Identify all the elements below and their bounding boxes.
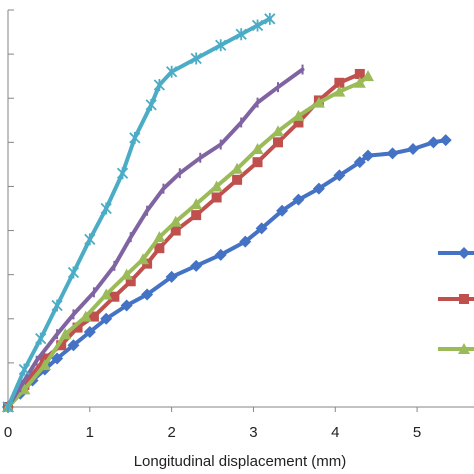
x-axis-title: Longitudinal displacement (mm): [134, 453, 347, 470]
series-0-point-6: [83, 326, 96, 339]
series-2-point-9: [169, 215, 182, 227]
series-2-point-4: [79, 310, 92, 322]
series-4-point-8: [129, 131, 141, 144]
series-4-point-9: [145, 98, 157, 111]
series-2-point-3: [59, 328, 72, 340]
series-1-point-18: [334, 77, 345, 88]
series-0-point-22: [407, 142, 419, 155]
series-0-point-23: [427, 136, 440, 149]
series-1-point-6: [109, 291, 120, 302]
series-0-point-15: [276, 204, 289, 217]
series-4-point-12: [190, 52, 202, 65]
series-0-point-14: [255, 222, 268, 235]
series-1-point-16: [293, 117, 304, 128]
series-4-point-3: [51, 299, 63, 312]
series-1-point-2: [39, 353, 50, 364]
series-2-point-15: [292, 109, 305, 121]
series-4-point-0: [2, 401, 14, 413]
series-2-point-10: [190, 198, 203, 210]
series-0-point-16: [292, 193, 305, 206]
series-0-point-17: [312, 182, 325, 195]
series-2-point-7: [137, 253, 149, 265]
series-1-point-19: [354, 68, 365, 79]
series-2-point-16: [312, 96, 325, 108]
series-0-point-10: [165, 270, 178, 283]
series-2-point-6: [120, 268, 133, 280]
series-1-point-15: [273, 137, 283, 148]
series-4-point-14: [235, 28, 247, 41]
series-2-point-14: [272, 125, 284, 137]
series-0-point-20: [362, 149, 374, 162]
series-0-point-21: [386, 147, 399, 160]
series-1-point-3: [56, 340, 67, 351]
series-0-point-5: [67, 339, 80, 352]
legend-marker-1: [459, 294, 469, 304]
x-tick-label-5: 5: [413, 424, 421, 441]
x-tick-label-0: 0: [4, 424, 12, 441]
series-4-point-13: [215, 39, 227, 52]
series-0-point-24: [439, 134, 452, 147]
series-4-point-15: [251, 19, 264, 32]
series-1-point-10: [170, 225, 181, 236]
series-1-point-13: [232, 174, 243, 185]
series-1-point-12: [211, 192, 222, 203]
series-2-point-2: [38, 359, 51, 371]
x-tick-label-3: 3: [249, 424, 257, 441]
legend-marker-0: [458, 247, 470, 259]
series-0-point-13: [239, 235, 252, 248]
series-0-point-18: [333, 169, 346, 182]
series-0-point-19: [353, 156, 366, 169]
series-0-point-4: [51, 352, 64, 365]
series-1-point-7: [125, 276, 136, 287]
series-4-point-5: [84, 233, 96, 246]
series-4-point-16: [264, 12, 276, 25]
legend-marker-2: [458, 343, 470, 354]
series-4-point-7: [116, 167, 129, 180]
series-1-point-11: [191, 210, 202, 221]
series-0-point-8: [120, 299, 133, 312]
series-4-point-4: [67, 266, 80, 279]
series-2-point-5: [100, 288, 113, 300]
x-tick-label-2: 2: [167, 424, 175, 441]
x-tick-label-4: 4: [331, 424, 339, 441]
series-2-point-17: [333, 85, 346, 97]
series-2-line: [6, 74, 370, 409]
series-4-point-1: [18, 363, 30, 376]
series-1-point-5: [88, 311, 99, 322]
series-2-point-13: [251, 142, 264, 154]
x-tick-label-1: 1: [86, 424, 94, 441]
series-4-point-10: [153, 78, 166, 91]
series-4-point-11: [165, 65, 178, 78]
series-4-point-2: [35, 332, 47, 345]
series-0-point-11: [190, 259, 203, 272]
series-2-point-11: [210, 180, 223, 192]
series-0-point-9: [141, 288, 154, 301]
series-2-point-8: [153, 231, 166, 243]
series-2-point-19: [362, 70, 374, 82]
series-2-point-12: [231, 162, 244, 174]
series-0-point-7: [100, 312, 113, 325]
series-0-point-12: [214, 248, 227, 261]
series-1-point-9: [154, 243, 165, 254]
series-1-point-4: [72, 322, 83, 333]
series-2-point-1: [18, 383, 31, 395]
series-1-point-14: [252, 157, 263, 168]
series-4-point-6: [100, 202, 112, 215]
series-2-point-18: [353, 76, 366, 88]
